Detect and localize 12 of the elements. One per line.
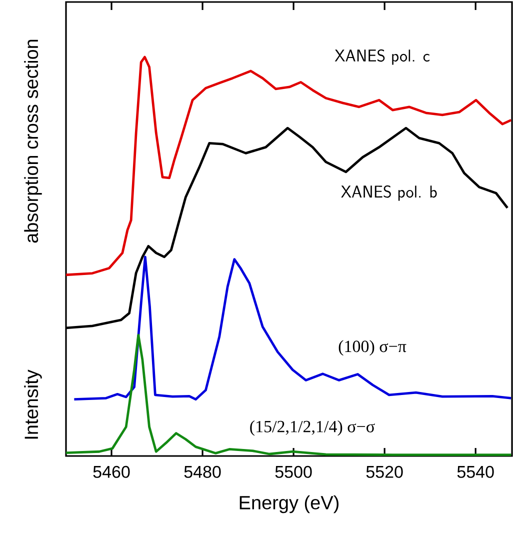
x-tick-label: 5540: [457, 466, 494, 478]
x-tick-label: 5480: [184, 466, 221, 478]
x-tick-label: 5500: [275, 466, 312, 478]
series-label: XANES pol. c: [334, 49, 430, 65]
x-tick-label: 5520: [366, 466, 403, 478]
series-label: (100) σ−π: [338, 340, 406, 356]
x-axis-title: Energy (eV): [240, 495, 338, 514]
text: Intensity: [24, 370, 42, 439]
y-axis-title: absorption cross section: [24, 40, 42, 243]
x-tick-label: 5460: [93, 466, 130, 478]
series-label: XANES pol. b: [341, 185, 437, 201]
series-label: (15/2,1/2,1/4) σ−σ: [250, 420, 375, 436]
